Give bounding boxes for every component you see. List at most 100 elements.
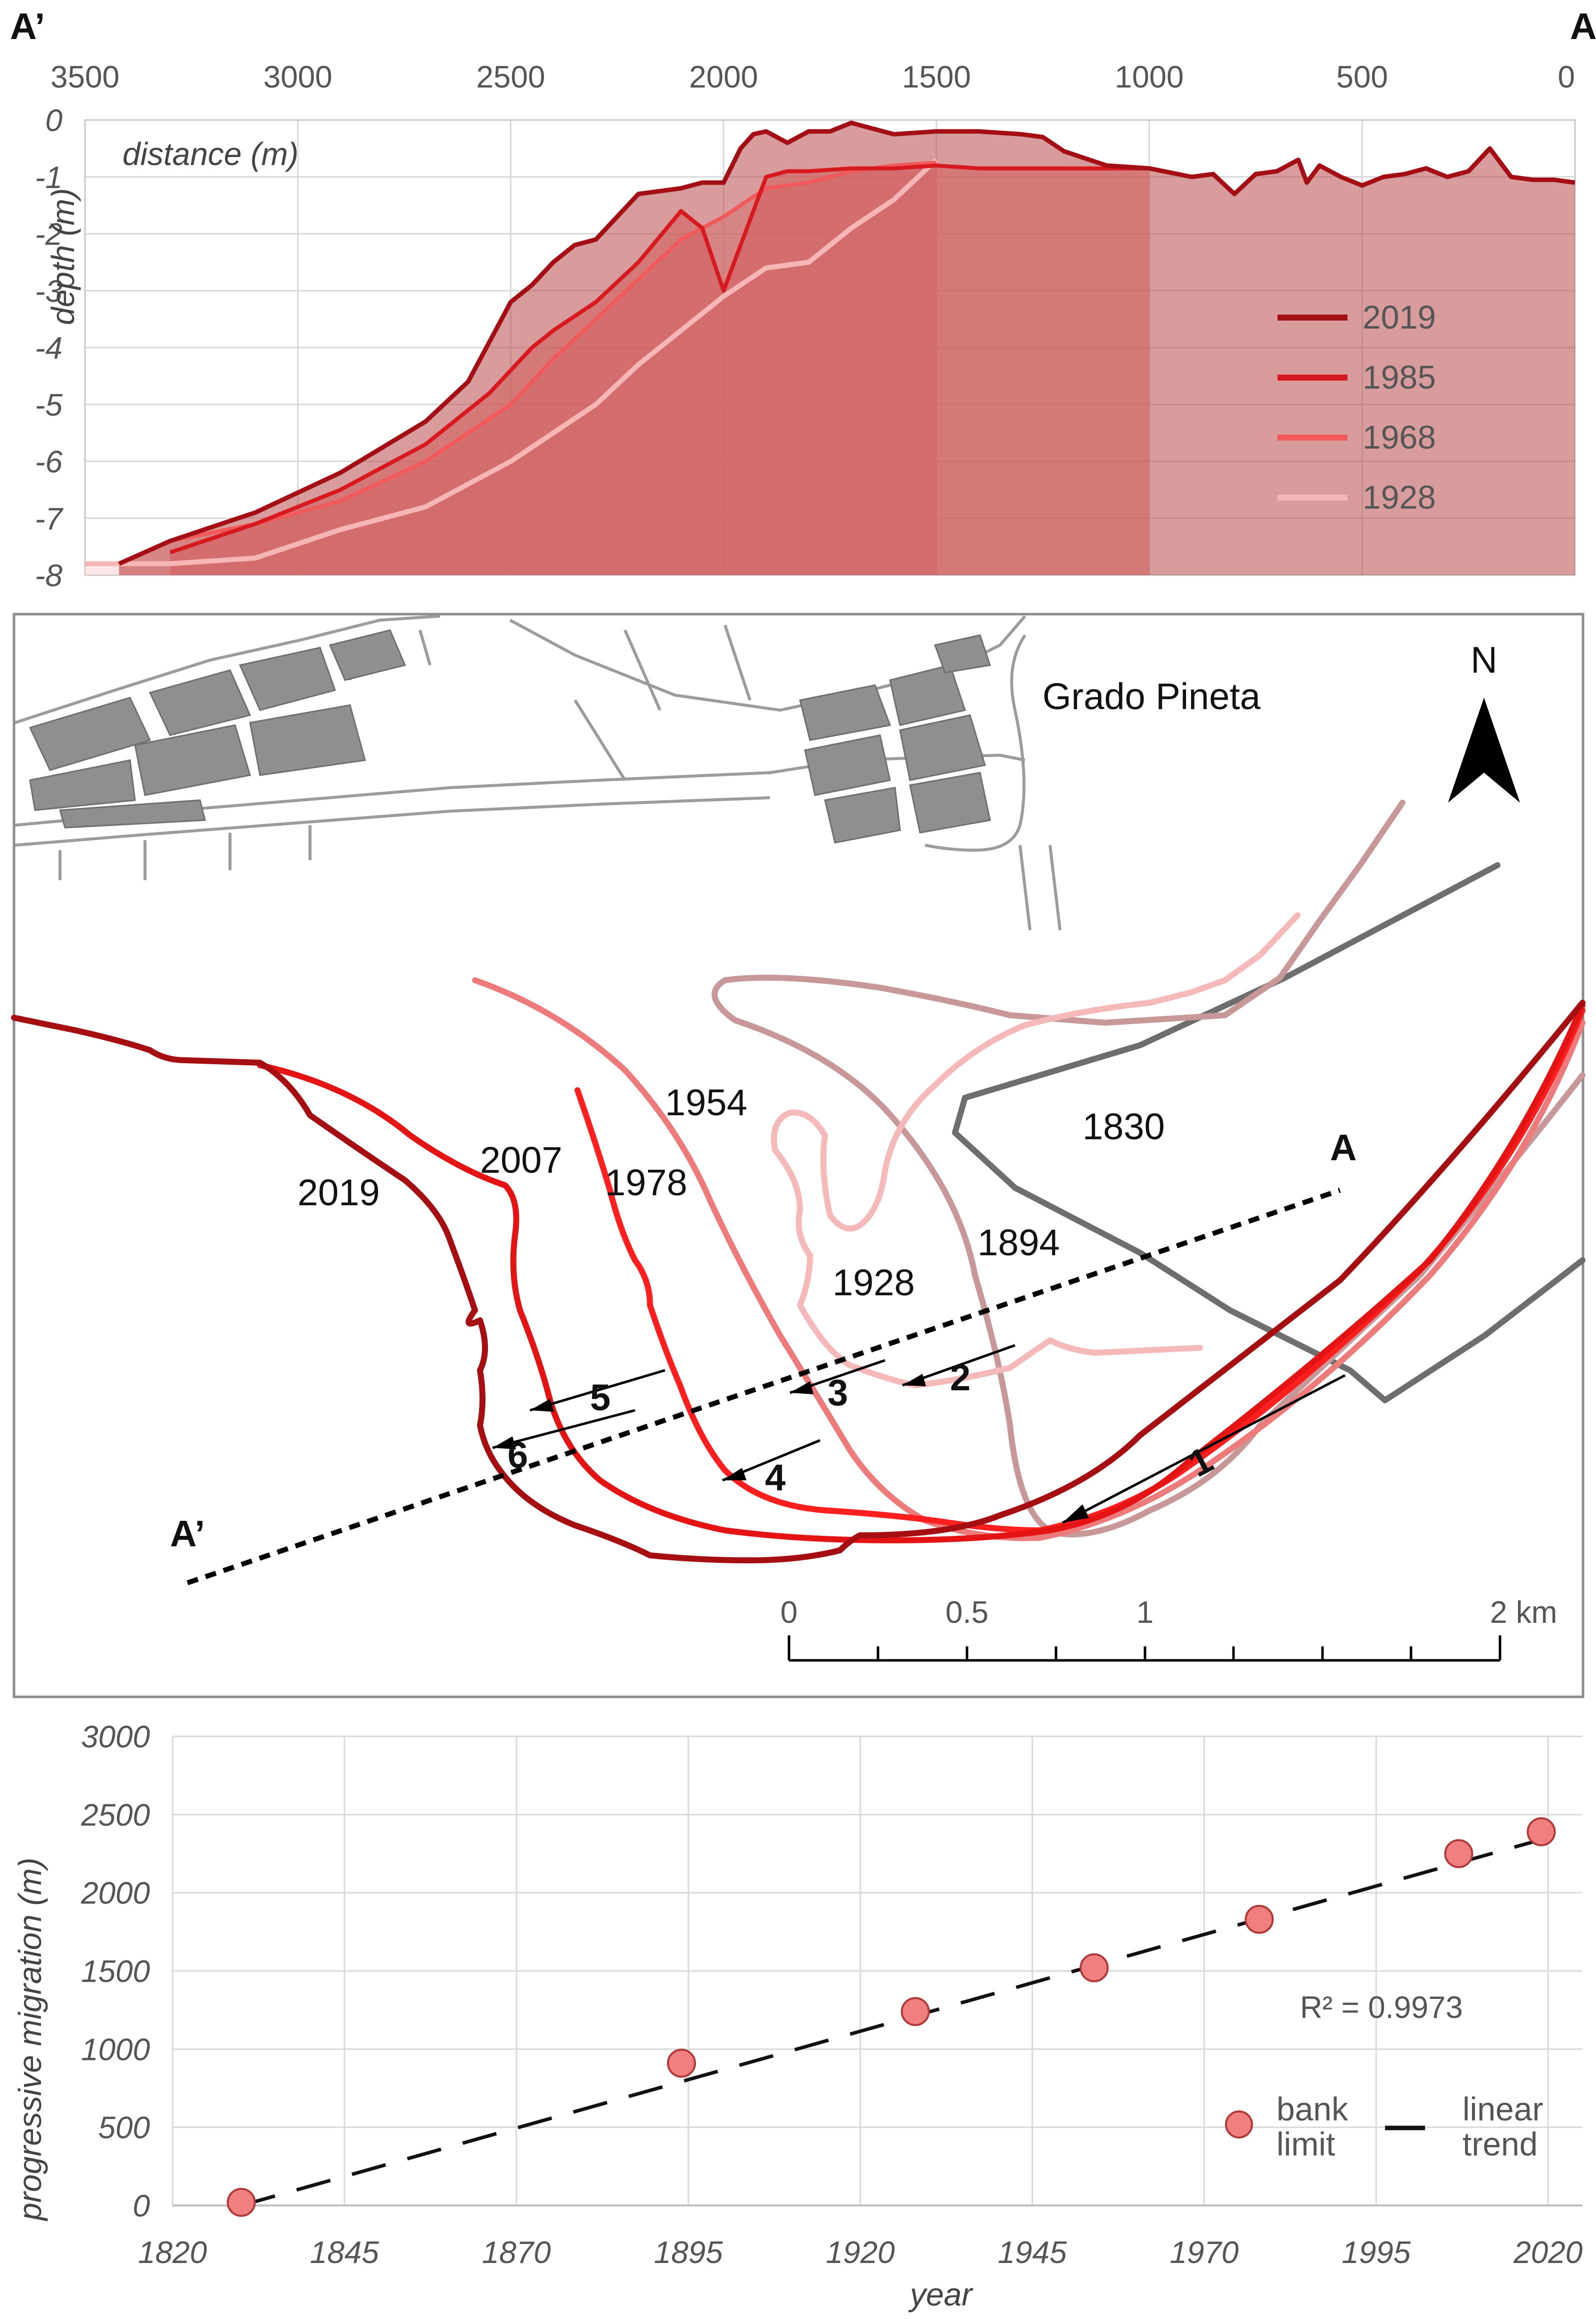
map-frame xyxy=(12,613,1584,1698)
year-tick-0: 1820 xyxy=(138,2235,207,2270)
year-tick-3: 1895 xyxy=(654,2235,723,2270)
place-label: Grado Pineta xyxy=(1042,676,1261,717)
trend-line xyxy=(240,1837,1542,2207)
migration-grid xyxy=(172,1735,1582,2206)
depth-tick-5: -5 xyxy=(35,388,63,423)
year-tick-6: 1970 xyxy=(1170,2235,1238,2270)
legend-label-1968: 1968 xyxy=(1362,419,1436,456)
year-labels: 1830 1894 1928 1954 1978 2007 2019 xyxy=(298,1082,1165,1303)
arrowhead-6-icon xyxy=(492,1436,516,1449)
legend-bank-line2: limit xyxy=(1276,2125,1335,2162)
year-tick-2: 1870 xyxy=(482,2235,551,2270)
year-tick-7: 1995 xyxy=(1342,2235,1410,2270)
distance-tick-4: 1500 xyxy=(902,60,971,95)
depth-legend: 2019 1985 1968 1928 xyxy=(1278,299,1436,516)
year-label-1954: 1954 xyxy=(665,1082,748,1123)
legend-bank-marker xyxy=(1225,2110,1253,2138)
building-blocks xyxy=(28,629,991,844)
section-start-label: A’ xyxy=(10,6,45,47)
depth-tick-1: -1 xyxy=(35,161,62,195)
cross-section-line xyxy=(186,1188,1341,1585)
migration-chart: 1820 1845 1870 1895 1920 1945 1970 1995 2020 0 50… xyxy=(12,1720,1582,2312)
depth-tick-0: 0 xyxy=(46,104,62,138)
migration-arrow-6 xyxy=(492,1409,636,1449)
depth-axis-label: depth (m) xyxy=(45,188,81,325)
depth-series-lines xyxy=(85,121,1576,567)
depth-tick-7: -7 xyxy=(35,502,64,536)
distance-tick-2: 2500 xyxy=(476,60,545,95)
migration-arrow-5 xyxy=(530,1369,666,1412)
north-arrow-icon xyxy=(1448,698,1520,803)
arrowhead-2-icon xyxy=(902,1374,926,1386)
distance-tick-3: 2000 xyxy=(689,60,758,95)
depth-line-1928 xyxy=(85,158,938,567)
distance-tick-0: 3500 xyxy=(50,60,120,95)
arrow-label-3: 3 xyxy=(828,1372,848,1413)
bank-limit-point-1978 xyxy=(1244,1904,1274,1934)
legend-bank-line1: bank xyxy=(1276,2090,1348,2127)
migration-tick-5: 2500 xyxy=(80,1798,150,1832)
migration-map: Grado Pineta N A’ A xyxy=(11,613,1586,1698)
year-tick-labels: 1820 1845 1870 1895 1920 1945 1970 1995 2020 xyxy=(138,2235,1582,2270)
depth-tick-3: -3 xyxy=(35,274,62,309)
year-tick-5: 1945 xyxy=(998,2235,1067,2270)
migration-tick-6: 3000 xyxy=(81,1720,150,1754)
depth-tick-labels: 0 -1 -2 -3 -4 -5 -6 -7 -8 xyxy=(35,104,64,593)
bank-limit-points xyxy=(226,1817,1556,2217)
migration-tick-2: 1000 xyxy=(81,2032,150,2067)
depth-tick-4: -4 xyxy=(35,331,62,366)
arrow-label-2: 2 xyxy=(950,1357,970,1398)
bank-line-2007 xyxy=(257,1002,1586,1543)
arrow-label-5: 5 xyxy=(590,1377,610,1418)
bank-limit-point-1954 xyxy=(1080,1953,1109,1982)
distance-tick-5: 1000 xyxy=(1115,60,1184,95)
scale-bar: 0 0.5 1 2 km xyxy=(780,1595,1557,1662)
scale-bar-line xyxy=(788,1635,1502,1662)
year-axis-label: year xyxy=(908,2276,974,2312)
arrowhead-3-icon xyxy=(790,1381,814,1394)
legend-trend-line2: trend xyxy=(1462,2125,1538,2162)
bank-line-1830 xyxy=(952,862,1586,1403)
arrowhead-5-icon xyxy=(530,1399,554,1412)
migration-arrow-1 xyxy=(1062,1374,1346,1524)
migration-tick-0: 0 xyxy=(133,2189,150,2223)
year-label-1894: 1894 xyxy=(978,1222,1060,1263)
bank-line-1978 xyxy=(574,1007,1586,1533)
distance-tick-7: 0 xyxy=(1558,60,1575,95)
migration-tick-3: 1500 xyxy=(81,1954,150,1989)
migration-tick-4: 2000 xyxy=(80,1876,150,1911)
distance-tick-6: 500 xyxy=(1336,60,1388,95)
depth-area-2019 xyxy=(119,123,1576,575)
year-label-1830: 1830 xyxy=(1082,1106,1165,1147)
legend-label-2019: 2019 xyxy=(1362,299,1436,336)
bank-line-2019 xyxy=(11,1000,1586,1563)
bank-line-1928 xyxy=(771,912,1300,1388)
section-start-map-label: A’ xyxy=(170,1513,205,1554)
migration-tick-labels: 0 500 1000 1500 2000 2500 3000 xyxy=(80,1720,150,2223)
r-squared-annotation: R² = 0.9973 xyxy=(1300,1990,1463,2025)
year-tick-4: 1920 xyxy=(826,2235,895,2270)
depth-fill-areas xyxy=(85,123,1576,575)
year-label-1928: 1928 xyxy=(832,1262,915,1303)
migration-arrowheads xyxy=(492,1374,1089,1523)
north-label: N xyxy=(1470,639,1497,681)
scale-tick-1: 1 xyxy=(1136,1595,1154,1630)
depth-tick-2: -2 xyxy=(35,218,62,252)
depth-profile-chart: A’ A 3500 3000 2500 2000 1500 1000 500 0 0 -1 -2 -… xyxy=(10,6,1596,593)
legend-label-1985: 1985 xyxy=(1362,359,1436,396)
year-label-2019: 2019 xyxy=(298,1172,380,1213)
linear-trend-line xyxy=(240,1837,1542,2207)
depth-line-1985 xyxy=(170,164,1150,555)
bank-limit-point-2019 xyxy=(1526,1817,1556,1846)
scale-tick-05: 0.5 xyxy=(946,1595,988,1630)
arrowhead-4-icon xyxy=(722,1468,746,1480)
bank-limit-point-1830 xyxy=(226,2187,256,2217)
distance-axis-label: distance (m) xyxy=(122,136,298,172)
depth-tick-6: -6 xyxy=(35,445,63,480)
legend-label-1928: 1928 xyxy=(1362,479,1436,516)
year-tick-8: 2020 xyxy=(1513,2235,1582,2270)
distance-tick-1: 3000 xyxy=(264,60,332,95)
depth-line-2019 xyxy=(118,121,1576,566)
migration-legend: bank limit linear trend xyxy=(1225,2090,1543,2162)
